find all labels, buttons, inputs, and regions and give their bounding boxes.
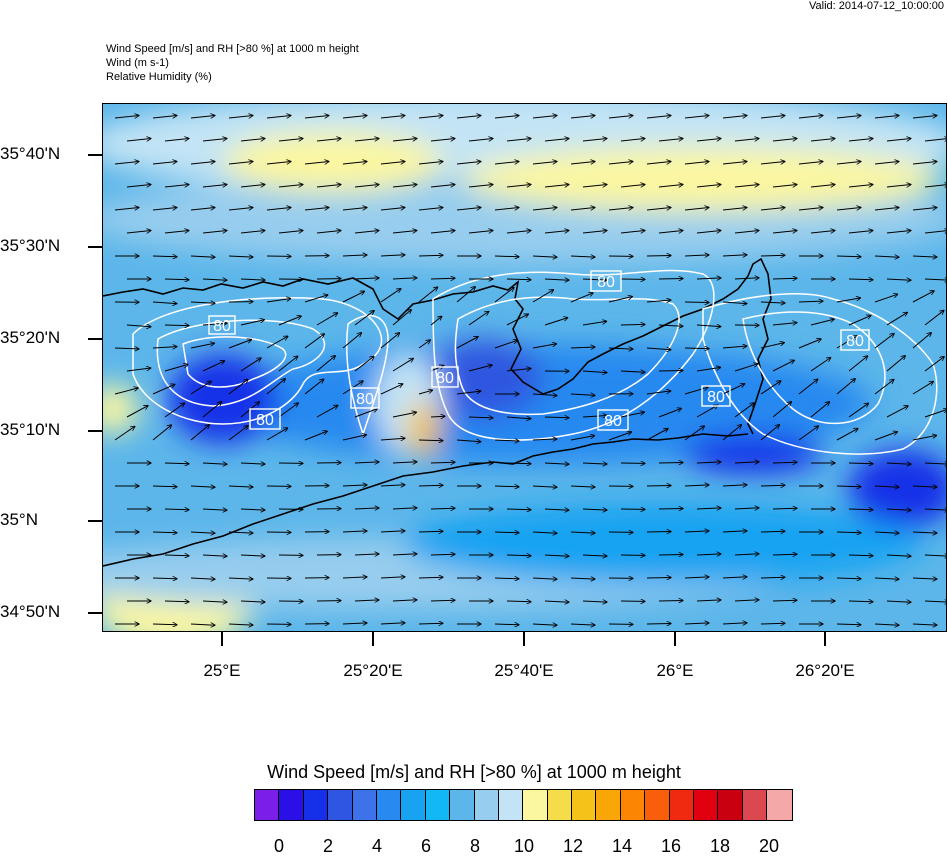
svg-text:80: 80 [597, 274, 615, 291]
wind-arrow [659, 463, 683, 464]
colorbar-swatch [499, 790, 523, 820]
colorbar-swatch [475, 790, 499, 820]
colorbar-swatch [596, 790, 620, 820]
svg-text:80: 80 [213, 318, 231, 335]
x-label-26-20e: 26°20'E [795, 661, 854, 681]
colorbar-swatch [304, 790, 328, 820]
x-label-25-20e: 25°20'E [343, 661, 402, 681]
wind-arrow [165, 325, 189, 326]
wind-arrow [659, 601, 683, 602]
wind-arrow [647, 256, 671, 257]
svg-text:80: 80 [707, 389, 725, 406]
wind-arrow [647, 578, 671, 579]
y-label-34-50: 34°50'N [0, 602, 76, 622]
x-tick [372, 632, 374, 646]
colorbar-swatch [426, 790, 450, 820]
header-title: Wind Speed [m/s] and RH [>80 %] at 1000 … [106, 42, 359, 56]
wind-arrow [659, 555, 683, 556]
wind-arrow [685, 348, 709, 349]
svg-text:80: 80 [604, 413, 622, 430]
x-tick [824, 632, 826, 646]
colorbar-swatch [718, 790, 742, 820]
x-label-25-40e: 25°40'E [494, 661, 553, 681]
y-label-35-20: 35°20'N [0, 328, 76, 348]
colorbar-swatch [572, 790, 596, 820]
map-svg: 80 80 80 80 80 80 [103, 104, 947, 632]
x-tick [523, 632, 525, 646]
y-tick [88, 520, 102, 522]
x-label-25e: 25°E [203, 661, 240, 681]
colorbar [254, 789, 793, 821]
colorbar-swatch [255, 790, 279, 820]
colorbar-swatch [328, 790, 352, 820]
colorbar-swatch [645, 790, 669, 820]
colorbar-swatch [767, 790, 791, 820]
y-tick [88, 338, 102, 340]
colorbar-swatch [694, 790, 718, 820]
x-tick [221, 632, 223, 646]
y-label-35-10: 35°10'N [0, 420, 76, 440]
y-label-35-40: 35°40'N [0, 144, 76, 164]
wind-arrow [621, 324, 645, 325]
y-label-35-30: 35°30'N [0, 236, 76, 256]
wind-arrow [647, 624, 671, 625]
colorbar-swatch [401, 790, 425, 820]
y-tick [88, 154, 102, 156]
colorbar-swatch [279, 790, 303, 820]
x-label-26e: 26°E [656, 661, 693, 681]
wind-arrow [685, 302, 709, 303]
wind-arrow [419, 440, 443, 441]
colorbar-swatch [353, 790, 377, 820]
wind-arrow [647, 532, 671, 533]
map-panel: 80 80 80 80 80 80 [102, 103, 947, 632]
wind-arrow [659, 509, 683, 510]
wind-arrow [659, 279, 683, 280]
svg-text:80: 80 [356, 391, 374, 408]
wind-arrow [647, 486, 671, 487]
header-rh-field: Relative Humidity (%) [106, 70, 359, 84]
colorbar-swatch [621, 790, 645, 820]
y-tick [88, 246, 102, 248]
y-tick [88, 612, 102, 614]
wind-arrow [659, 371, 683, 372]
y-tick [88, 430, 102, 432]
svg-text:80: 80 [846, 333, 864, 350]
colorbar-swatch [743, 790, 767, 820]
y-label-35-00: 35°N [0, 510, 76, 530]
x-tick [674, 632, 676, 646]
valid-time: Valid: 2014-07-12_10:00:00 [809, 0, 944, 12]
colorbar-swatch [670, 790, 694, 820]
colorbar-title: Wind Speed [m/s] and RH [>80 %] at 1000 … [0, 762, 948, 783]
header-wind-field: Wind (m s-1) [106, 56, 359, 70]
svg-text:80: 80 [256, 412, 274, 429]
colorbar-swatch [450, 790, 474, 820]
colorbar-swatch [548, 790, 572, 820]
colorbar-swatch [523, 790, 547, 820]
svg-text:80: 80 [436, 370, 454, 387]
colorbar-swatch [377, 790, 401, 820]
plot-header: Wind Speed [m/s] and RH [>80 %] at 1000 … [106, 42, 359, 84]
